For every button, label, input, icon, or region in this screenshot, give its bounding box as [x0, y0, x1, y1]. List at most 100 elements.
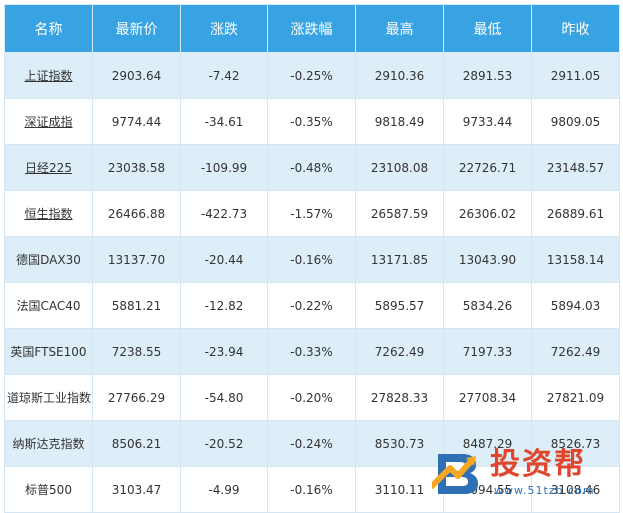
table-header: 名称 最新价 涨跌 涨跌幅 最高 最低 昨收	[4, 4, 620, 53]
cell-name: 深证成指	[4, 98, 93, 145]
header-change-percent: 涨跌幅	[267, 4, 356, 53]
cell-prev-close: 8526.73	[531, 420, 620, 467]
cell-change-percent: -0.35%	[267, 98, 356, 145]
cell-change: -7.42	[180, 52, 268, 99]
cell-high: 5895.57	[355, 282, 444, 329]
cell-change-percent: -0.16%	[267, 466, 356, 513]
index-name-link[interactable]: 恒生指数	[24, 207, 73, 221]
table-row: 日经225 23038.58 -109.99 -0.48% 23108.08 22726.…	[4, 144, 620, 191]
cell-high: 27828.33	[355, 374, 444, 421]
index-name: 德国DAX30	[16, 253, 81, 267]
table-row: 道琼斯工业指数 27766.29 -54.80 -0.20% 27828.33 27708…	[4, 374, 620, 421]
index-name-link[interactable]: 日经225	[25, 161, 72, 175]
cell-change: -54.80	[180, 374, 268, 421]
cell-latest-price: 2903.64	[92, 52, 181, 99]
cell-change: -4.99	[180, 466, 268, 513]
cell-high: 23108.08	[355, 144, 444, 191]
table-row: 标普500 3103.47 -4.99 -0.16% 3110.11 3094.55 310…	[4, 466, 620, 513]
header-change: 涨跌	[180, 4, 268, 53]
cell-prev-close: 27821.09	[531, 374, 620, 421]
cell-change-percent: -0.33%	[267, 328, 356, 375]
cell-prev-close: 13158.14	[531, 236, 620, 283]
cell-prev-close: 2911.05	[531, 52, 620, 99]
cell-name: 英国FTSE100	[4, 328, 93, 375]
index-name: 标普500	[25, 483, 72, 497]
cell-change-percent: -0.48%	[267, 144, 356, 191]
cell-prev-close: 9809.05	[531, 98, 620, 145]
cell-change: -109.99	[180, 144, 268, 191]
cell-low: 26306.02	[443, 190, 532, 237]
cell-change: -34.61	[180, 98, 268, 145]
cell-high: 8530.73	[355, 420, 444, 467]
cell-prev-close: 5894.03	[531, 282, 620, 329]
cell-latest-price: 7238.55	[92, 328, 181, 375]
header-high: 最高	[355, 4, 444, 53]
cell-high: 7262.49	[355, 328, 444, 375]
index-quotes-table: 名称 最新价 涨跌 涨跌幅 最高 最低 昨收 上证指数 2903.64 -7.42-…	[4, 4, 620, 513]
cell-name: 上证指数	[4, 52, 93, 99]
header-prev-close: 昨收	[531, 4, 620, 53]
cell-low: 22726.71	[443, 144, 532, 191]
cell-change-percent: -1.57%	[267, 190, 356, 237]
index-name: 英国FTSE100	[10, 345, 87, 359]
cell-low: 13043.90	[443, 236, 532, 283]
cell-prev-close: 26889.61	[531, 190, 620, 237]
cell-low: 27708.34	[443, 374, 532, 421]
index-quotes-table-container: 名称 最新价 涨跌 涨跌幅 最高 最低 昨收 上证指数 2903.64 -7.42-…	[4, 4, 620, 513]
cell-change: -20.44	[180, 236, 268, 283]
cell-change-percent: -0.24%	[267, 420, 356, 467]
cell-name: 道琼斯工业指数	[4, 374, 93, 421]
cell-change: -20.52	[180, 420, 268, 467]
header-row: 名称 最新价 涨跌 涨跌幅 最高 最低 昨收	[4, 4, 620, 53]
cell-name: 标普500	[4, 466, 93, 513]
table-row: 上证指数 2903.64 -7.42 -0.25% 2910.36 2891.53 2911…	[4, 52, 620, 99]
cell-latest-price: 27766.29	[92, 374, 181, 421]
cell-high: 26587.59	[355, 190, 444, 237]
cell-change: -23.94	[180, 328, 268, 375]
table-row: 法国CAC40 5881.21 -12.82 -0.22% 5895.57 5834.26…	[4, 282, 620, 329]
header-name: 名称	[4, 4, 93, 53]
cell-latest-price: 9774.44	[92, 98, 181, 145]
cell-prev-close: 7262.49	[531, 328, 620, 375]
cell-latest-price: 3103.47	[92, 466, 181, 513]
index-name-link[interactable]: 深证成指	[24, 115, 73, 129]
index-name: 道琼斯工业指数	[7, 391, 92, 405]
table-body: 上证指数 2903.64 -7.42 -0.25% 2910.36 2891.53 2911…	[4, 52, 620, 513]
table-row: 恒生指数 26466.88 -422.73 -1.57% 26587.59 26306.0…	[4, 190, 620, 237]
cell-name: 日经225	[4, 144, 93, 191]
table-row: 德国DAX30 13137.70 -20.44 -0.16% 13171.85 13043…	[4, 236, 620, 283]
cell-change-percent: -0.16%	[267, 236, 356, 283]
index-name: 纳斯达克指数	[12, 437, 85, 451]
cell-name: 德国DAX30	[4, 236, 93, 283]
index-name: 法国CAC40	[16, 299, 81, 313]
cell-name: 法国CAC40	[4, 282, 93, 329]
cell-change-percent: -0.20%	[267, 374, 356, 421]
cell-low: 5834.26	[443, 282, 532, 329]
header-latest-price: 最新价	[92, 4, 181, 53]
table-row: 英国FTSE100 7238.55 -23.94 -0.33% 7262.49 7197.…	[4, 328, 620, 375]
index-name-link[interactable]: 上证指数	[24, 69, 73, 83]
cell-change: -12.82	[180, 282, 268, 329]
cell-latest-price: 23038.58	[92, 144, 181, 191]
cell-low: 3094.55	[443, 466, 532, 513]
cell-latest-price: 8506.21	[92, 420, 181, 467]
cell-name: 纳斯达克指数	[4, 420, 93, 467]
cell-latest-price: 26466.88	[92, 190, 181, 237]
cell-high: 2910.36	[355, 52, 444, 99]
cell-latest-price: 13137.70	[92, 236, 181, 283]
cell-low: 7197.33	[443, 328, 532, 375]
cell-low: 2891.53	[443, 52, 532, 99]
header-low: 最低	[443, 4, 532, 53]
cell-high: 3110.11	[355, 466, 444, 513]
cell-prev-close: 23148.57	[531, 144, 620, 191]
cell-change-percent: -0.22%	[267, 282, 356, 329]
cell-change: -422.73	[180, 190, 268, 237]
cell-latest-price: 5881.21	[92, 282, 181, 329]
cell-name: 恒生指数	[4, 190, 93, 237]
cell-change-percent: -0.25%	[267, 52, 356, 99]
cell-low: 8487.29	[443, 420, 532, 467]
cell-high: 13171.85	[355, 236, 444, 283]
cell-high: 9818.49	[355, 98, 444, 145]
cell-low: 9733.44	[443, 98, 532, 145]
cell-prev-close: 3108.46	[531, 466, 620, 513]
